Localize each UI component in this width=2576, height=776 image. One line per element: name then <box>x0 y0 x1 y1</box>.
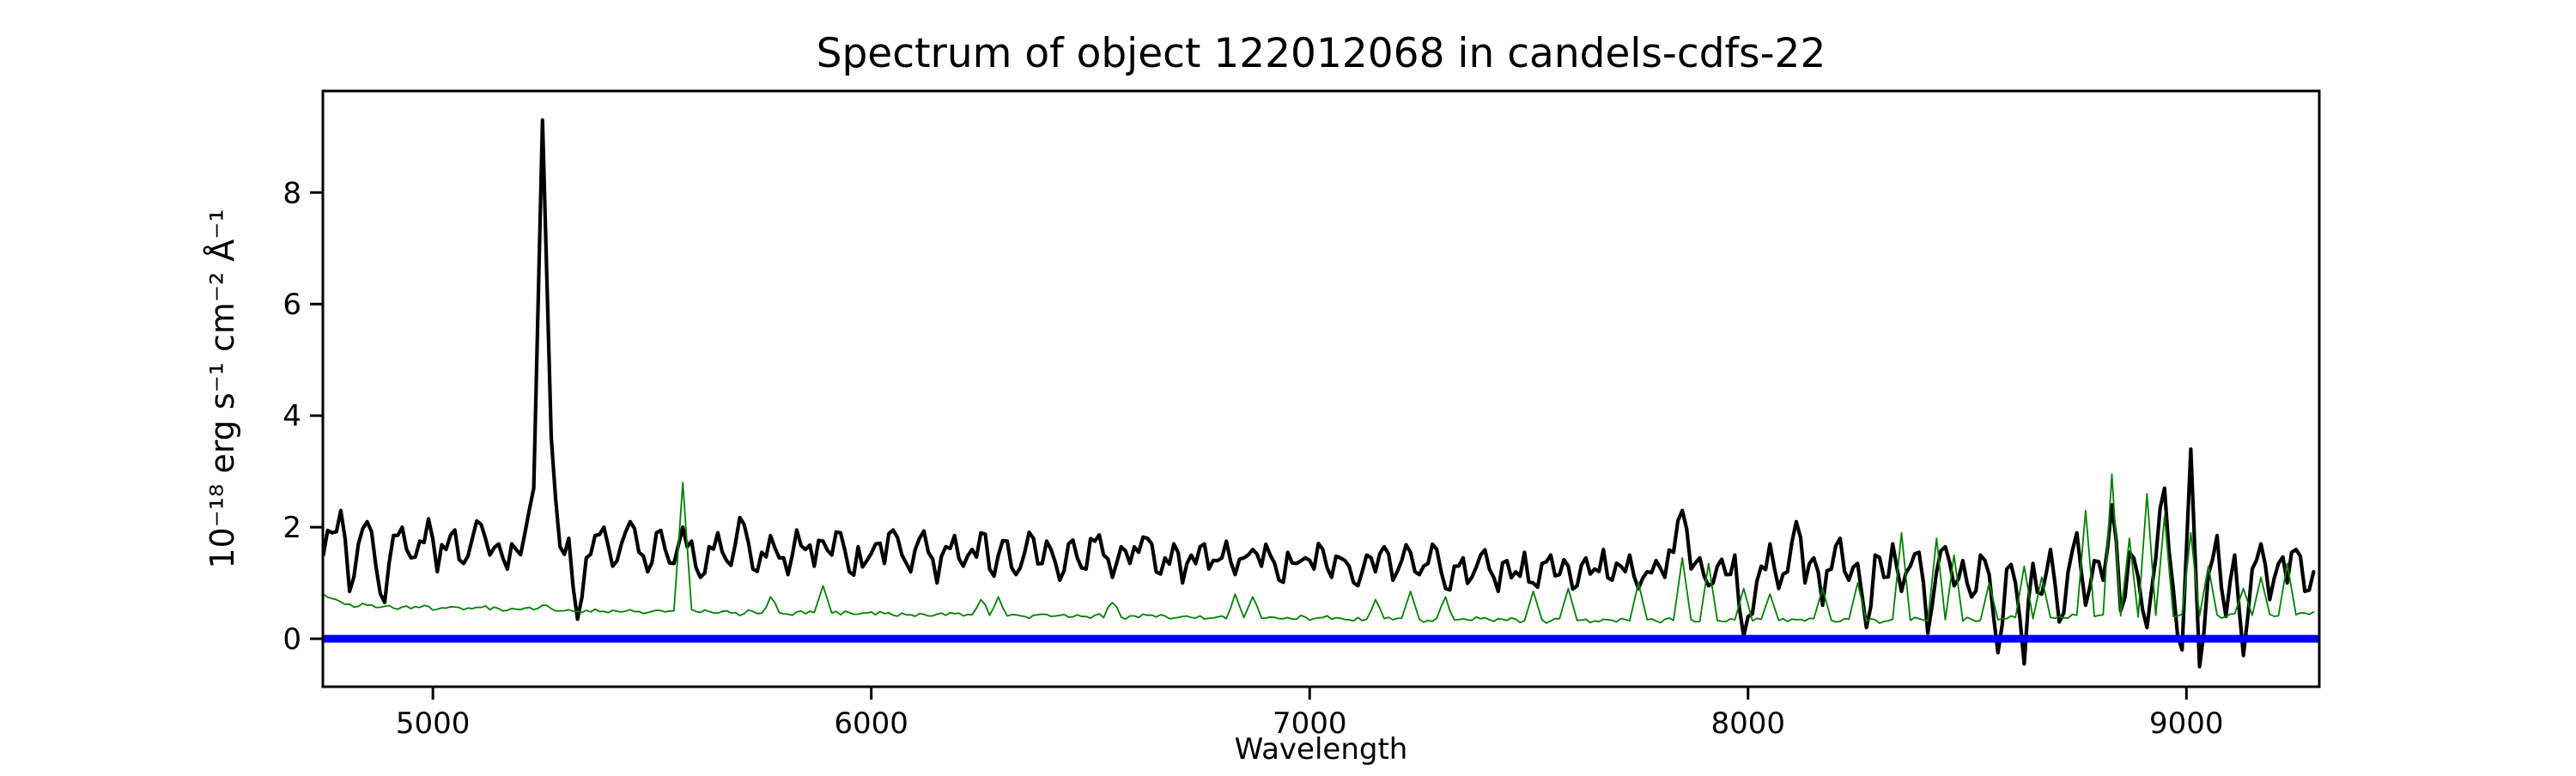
y-tick-label: 4 <box>283 399 301 433</box>
plot-frame <box>321 89 2321 688</box>
x-axis-label: Wavelength <box>1235 732 1408 767</box>
y-tick-label: 2 <box>283 511 301 545</box>
y-tick-label: 6 <box>283 288 301 322</box>
flux-spectrum-line <box>323 118 2316 669</box>
chart-title: Spectrum of object 122012068 in candels-… <box>817 30 1826 77</box>
x-tick-label: 9000 <box>2149 706 2224 741</box>
x-axis-ticks: 5000 6000 7000 8000 9000 <box>396 687 2224 741</box>
noise-spectrum-line <box>323 473 2315 624</box>
plot-series <box>323 118 2319 669</box>
x-tick-label: 8000 <box>1711 706 1786 741</box>
y-tick-label: 8 <box>283 176 301 210</box>
x-tick-label: 5000 <box>396 706 471 741</box>
y-tick-label: 0 <box>283 622 301 657</box>
x-tick-label: 7000 <box>1273 706 1347 741</box>
y-axis-label: 10⁻¹⁸ erg s⁻¹ cm⁻² Å⁻¹ <box>204 209 241 568</box>
x-tick-label: 6000 <box>834 706 908 741</box>
y-axis-ticks: 0 2 4 6 8 <box>283 176 323 657</box>
